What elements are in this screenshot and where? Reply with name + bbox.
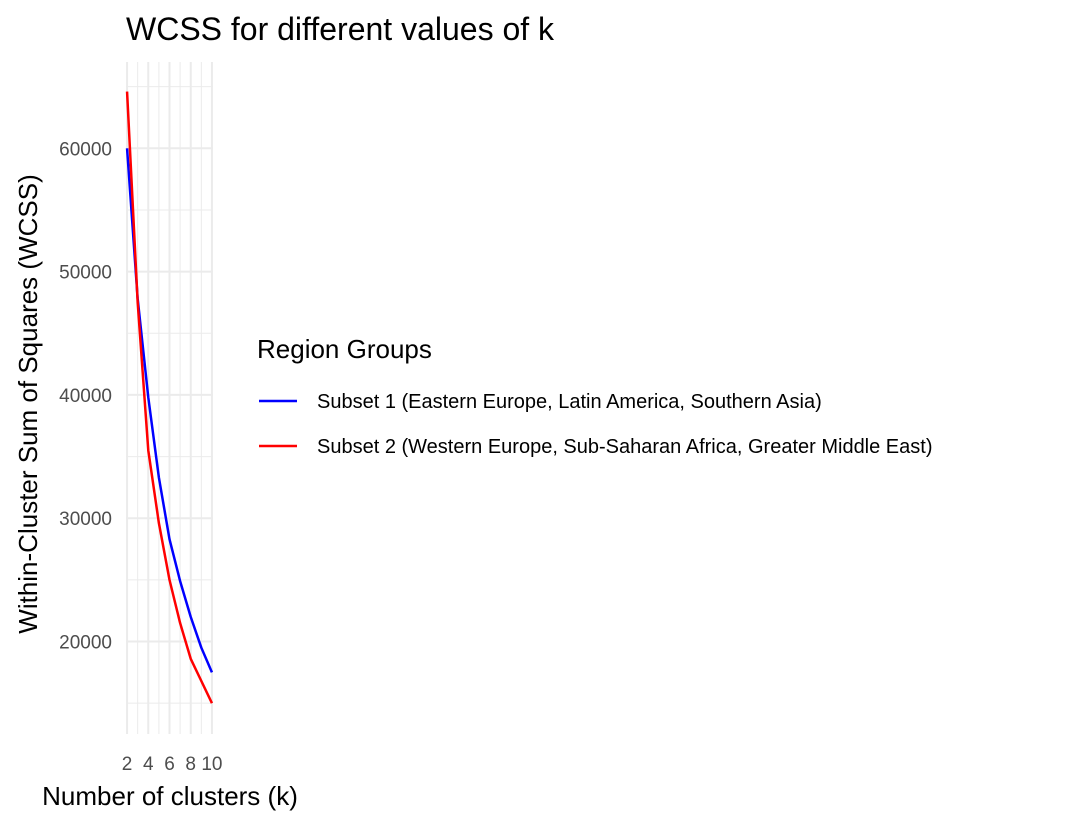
grid-lines <box>126 62 213 734</box>
y-tick-label: 30000 <box>59 509 112 530</box>
y-axis-title: Within-Cluster Sum of Squares (WCSS) <box>13 174 43 633</box>
series-line-1 <box>125 148 214 673</box>
series-line-2 <box>125 91 214 704</box>
y-tick-label: 50000 <box>59 263 112 284</box>
x-tick-label: 10 <box>201 754 222 775</box>
legend-label-2: Subset 2 (Western Europe, Sub-Saharan Af… <box>317 436 933 458</box>
x-tick-label: 8 <box>185 754 196 775</box>
y-tick-label: 40000 <box>59 386 112 407</box>
chart-title: WCSS for different values of k <box>126 11 555 47</box>
x-tick-label: 6 <box>164 754 175 775</box>
x-tick-label: 4 <box>143 754 154 775</box>
series-lines <box>125 91 214 704</box>
x-tick-labels: 2 4 6 8 10 <box>122 754 223 775</box>
x-tick-label: 2 <box>122 754 133 775</box>
legend-label-1: Subset 1 (Eastern Europe, Latin America,… <box>317 391 822 413</box>
y-tick-label: 20000 <box>59 633 112 654</box>
y-tick-label: 60000 <box>59 139 112 160</box>
y-tick-labels: 20000 30000 40000 50000 60000 <box>59 139 112 653</box>
legend: Region Groups Subset 1 (Eastern Europe, … <box>257 334 933 458</box>
x-axis-title: Number of clusters (k) <box>42 781 298 811</box>
legend-title: Region Groups <box>257 334 432 364</box>
legend-items: Subset 1 (Eastern Europe, Latin America,… <box>259 391 933 458</box>
